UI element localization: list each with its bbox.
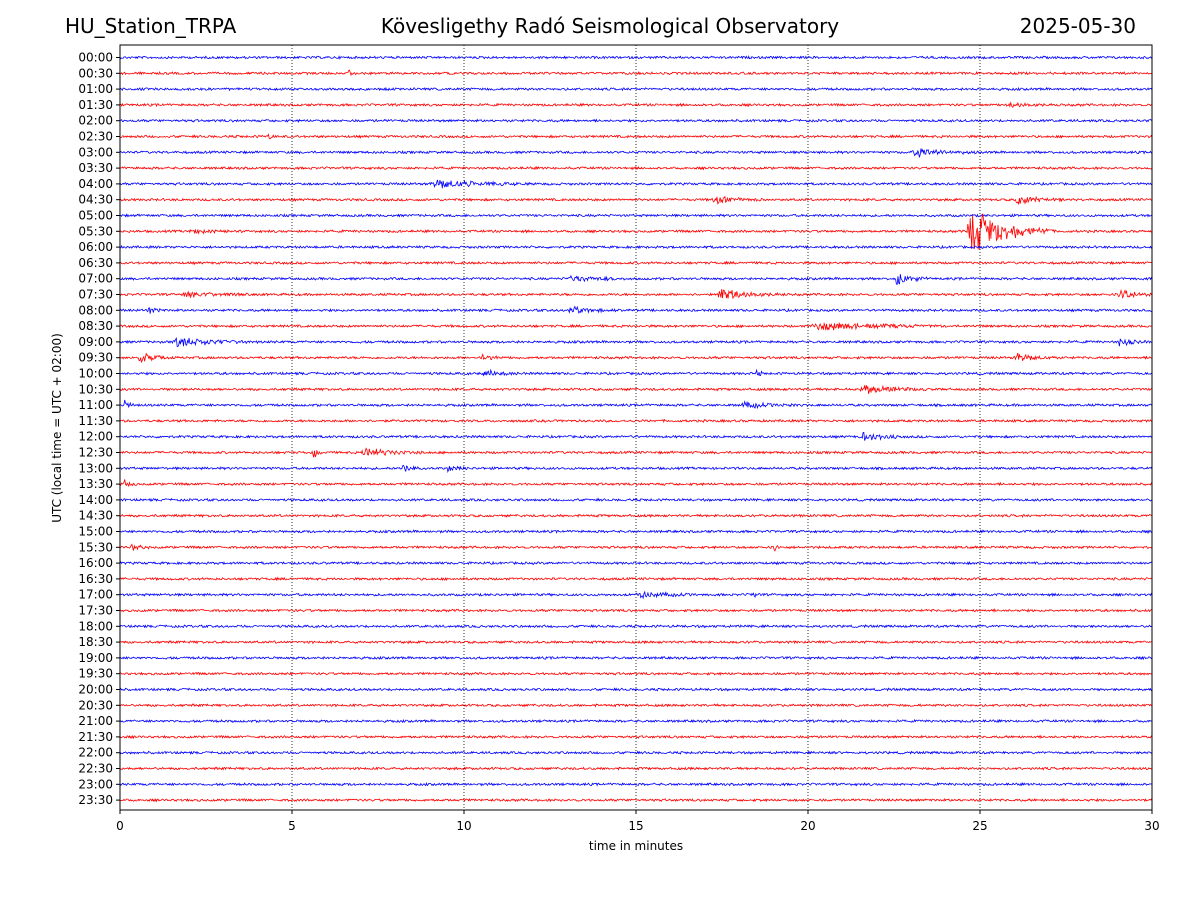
y-tick-label: 06:00	[78, 240, 113, 254]
y-tick-label: 22:00	[78, 746, 113, 760]
y-tick-label: 08:00	[78, 303, 113, 317]
trace-row	[119, 69, 1153, 77]
y-tick-label: 23:00	[78, 777, 113, 791]
y-tick-label: 12:30	[78, 446, 113, 460]
x-tick-label: 20	[800, 819, 815, 833]
trace-row	[119, 213, 1153, 218]
y-tick-label: 21:30	[78, 730, 113, 744]
x-tick-label: 15	[628, 819, 643, 833]
x-axis-label: time in minutes	[589, 839, 683, 853]
y-tick-label: 04:30	[78, 193, 113, 207]
x-tick-label: 5	[288, 819, 296, 833]
y-tick-label: 03:00	[78, 145, 113, 159]
trace-row	[119, 274, 1153, 285]
y-tick-label: 08:30	[78, 319, 113, 333]
y-tick-label: 18:30	[78, 635, 113, 649]
y-tick-label: 03:30	[78, 161, 113, 175]
trace-row	[119, 797, 1153, 803]
trace-row	[119, 560, 1153, 566]
trace-row	[119, 497, 1153, 503]
y-tick-label: 13:00	[78, 461, 113, 475]
y-tick-label: 17:30	[78, 604, 113, 618]
x-tick-label: 10	[456, 819, 471, 833]
y-tick-label: 09:00	[78, 335, 113, 349]
trace-row	[119, 195, 1153, 206]
trace-row	[119, 321, 1153, 331]
y-tick-label: 00:30	[78, 66, 113, 80]
y-tick-label: 13:30	[78, 477, 113, 491]
y-tick-label: 01:00	[78, 82, 113, 96]
y-tick-label: 20:30	[78, 698, 113, 712]
trace-row	[119, 260, 1153, 266]
trace-row	[119, 86, 1153, 92]
x-tick-label: 25	[972, 819, 987, 833]
trace-row	[119, 447, 1153, 458]
chart-title: Kövesligethy Radó Seismological Observat…	[380, 14, 840, 38]
y-tick-label: 19:00	[78, 651, 113, 665]
trace-row	[119, 734, 1153, 740]
y-tick-label: 16:00	[78, 556, 113, 570]
trace-row	[119, 101, 1153, 108]
y-tick-label: 01:30	[78, 98, 113, 112]
trace-row	[119, 352, 1152, 364]
trace-row	[119, 703, 1153, 708]
trace-row	[119, 368, 1153, 377]
chart-date: 2025-05-30	[1019, 14, 1136, 38]
y-tick-label: 10:30	[78, 382, 113, 396]
y-tick-label: 07:00	[78, 272, 113, 286]
trace-row	[119, 687, 1153, 692]
trace-row	[119, 133, 1153, 140]
y-tick-label: 22:30	[78, 762, 113, 776]
trace-row	[119, 384, 1153, 394]
station-name: HU_Station_TRPA	[65, 14, 237, 38]
y-tick-label: 10:00	[78, 367, 113, 381]
plot-frame	[119, 44, 1153, 811]
y-tick-label: 12:00	[78, 430, 113, 444]
y-tick-label: 02:00	[78, 114, 113, 128]
trace-row	[119, 148, 1153, 158]
y-tick-label: 14:00	[78, 493, 113, 507]
y-axis-label: UTC (local time = UTC + 02:00)	[50, 333, 64, 523]
y-tick-label: 00:00	[78, 51, 113, 65]
y-tick-label: 06:30	[78, 256, 113, 270]
y-tick-label: 16:30	[78, 572, 113, 586]
y-tick-label: 20:00	[78, 683, 113, 697]
y-tick-label: 15:00	[78, 525, 113, 539]
y-tick-label: 11:30	[78, 414, 113, 428]
trace-row	[119, 179, 1153, 189]
y-tick-label: 11:00	[78, 398, 113, 412]
y-tick-label: 02:30	[78, 130, 113, 144]
x-tick-label: 30	[1144, 819, 1159, 833]
y-tick-label: 04:00	[78, 177, 113, 191]
y-tick-label: 23:30	[78, 793, 113, 807]
y-tick-label: 14:30	[78, 509, 113, 523]
x-tick-label: 0	[116, 819, 124, 833]
trace-row	[119, 244, 1153, 250]
y-tick-label: 09:30	[78, 351, 113, 365]
trace-row	[119, 624, 1153, 629]
y-tick-label: 18:00	[78, 619, 113, 633]
trace-row	[119, 431, 1153, 441]
y-tick-label: 15:30	[78, 540, 113, 554]
y-tick-label: 07:30	[78, 288, 113, 302]
y-tick-label: 19:30	[78, 667, 113, 681]
y-tick-label: 21:00	[78, 714, 113, 728]
y-tick-label: 05:00	[78, 209, 113, 223]
trace-row	[119, 399, 1153, 410]
y-tick-label: 05:30	[78, 224, 113, 238]
y-tick-label: 17:00	[78, 588, 113, 602]
